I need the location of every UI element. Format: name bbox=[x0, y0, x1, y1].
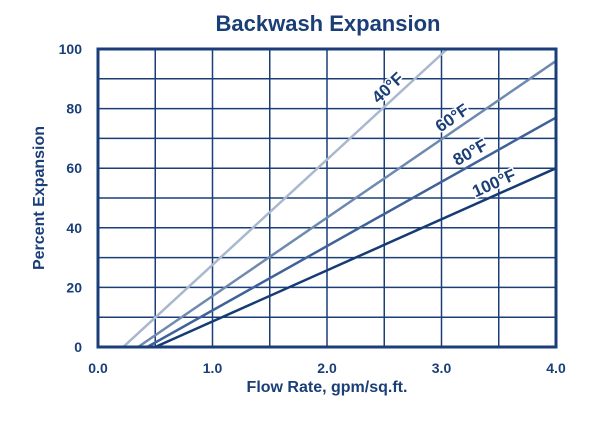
y-tick-labels: 0 20 40 60 80 100 bbox=[59, 41, 83, 355]
plot-frame bbox=[96, 47, 558, 349]
x-tick-label: 0.0 bbox=[88, 360, 108, 376]
x-tick-label: 1.0 bbox=[203, 360, 223, 376]
chart-title: Backwash Expansion bbox=[216, 11, 441, 36]
x-axis-label: Flow Rate, gpm/sq.ft. bbox=[247, 379, 408, 396]
y-tick-label: 80 bbox=[66, 101, 82, 117]
y-tick-label: 0 bbox=[74, 339, 82, 355]
series-line bbox=[154, 167, 557, 349]
x-tick-labels: 0.0 1.0 2.0 3.0 4.0 bbox=[88, 360, 566, 376]
series-lines bbox=[122, 48, 557, 349]
y-tick-label: 40 bbox=[66, 220, 82, 236]
x-tick-label: 3.0 bbox=[432, 360, 452, 376]
series-label: 40°F bbox=[368, 69, 407, 107]
series-line bbox=[146, 116, 557, 349]
series-line bbox=[137, 59, 557, 349]
y-tick-label: 20 bbox=[66, 279, 82, 295]
series-line bbox=[122, 48, 449, 348]
grid bbox=[98, 49, 556, 347]
x-tick-label: 4.0 bbox=[546, 360, 566, 376]
y-tick-label: 60 bbox=[66, 160, 82, 176]
x-tick-label: 2.0 bbox=[317, 360, 337, 376]
y-axis-label: Percent Expansion bbox=[31, 126, 48, 270]
y-tick-label: 100 bbox=[59, 41, 83, 57]
